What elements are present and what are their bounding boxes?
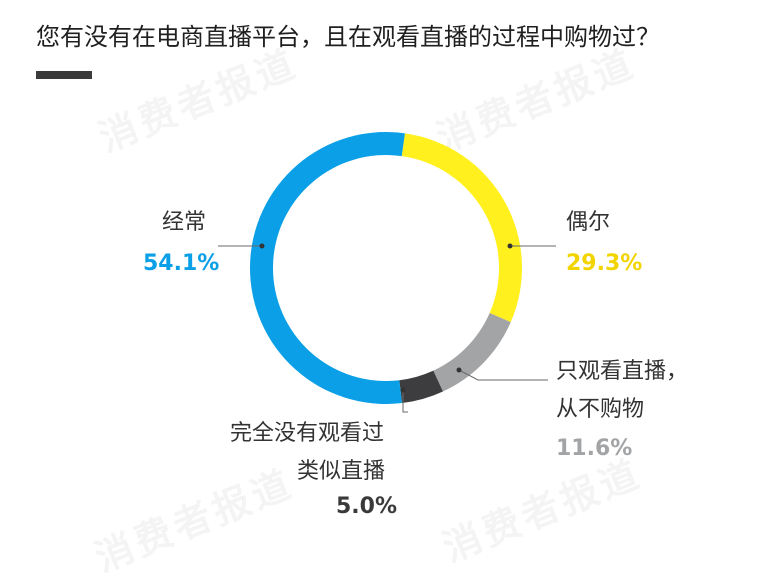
chart-title: 您有没有在电商直播平台，且在观看直播的过程中购物过？ (36, 23, 660, 51)
leader-often-dot (259, 243, 265, 249)
value-occasionally: 29.3% (566, 251, 643, 276)
leader-never-watched-dot (400, 387, 406, 393)
value-often: 54.1% (143, 251, 220, 276)
label-often: 经常 (162, 210, 207, 235)
label-watch-only-line2: 从不购物 (556, 397, 645, 422)
label-occasionally: 偶尔 (566, 210, 611, 235)
label-watch-only-line1: 只观看直播， (556, 359, 689, 384)
slice-never-watched (399, 370, 443, 404)
value-never-watched: 5.0% (336, 494, 398, 519)
leader-watch-only (458, 369, 548, 381)
value-watch-only: 11.6% (556, 436, 633, 461)
leader-watch-only-dot (456, 367, 462, 373)
label-never-watched-line2: 类似直播 (297, 459, 386, 484)
slice-watch-only (433, 313, 511, 392)
donut-chart (218, 132, 556, 413)
leader-occasionally-dot (507, 243, 513, 249)
slice-often (249, 132, 405, 404)
leader-never-watched (402, 390, 408, 413)
title-underline-bar (36, 71, 92, 79)
slice-occasionally (401, 133, 522, 323)
label-never-watched-line1: 完全没有观看过 (230, 421, 385, 446)
